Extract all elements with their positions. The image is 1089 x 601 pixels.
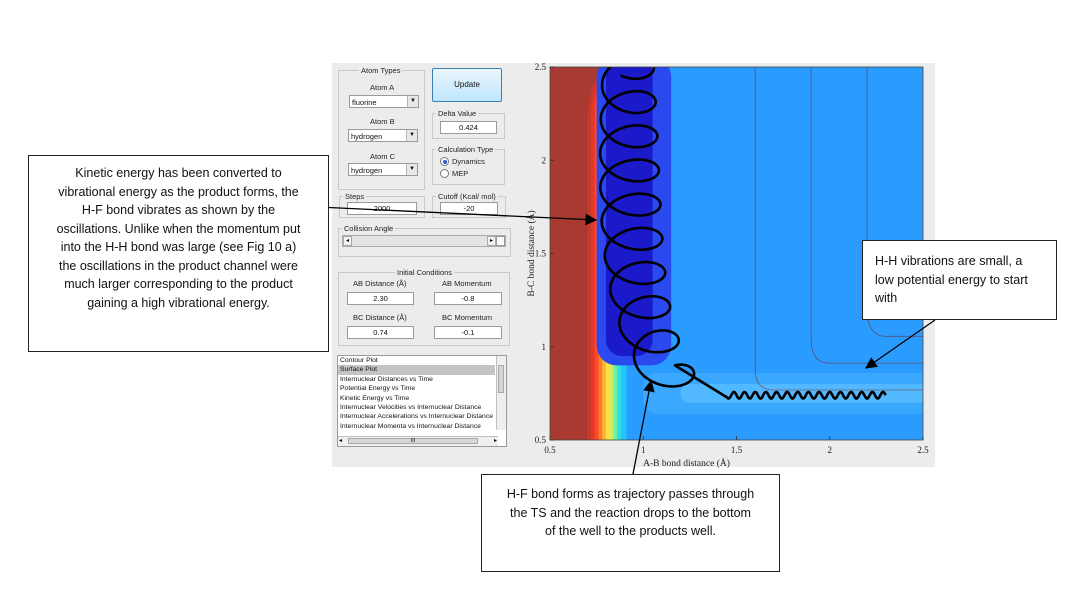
plot-type-item[interactable]: Surface Plot <box>338 365 495 375</box>
y-tick-label: 2.5 <box>535 62 547 72</box>
callout-bottom: H-F bond forms as trajectory passes thro… <box>481 474 780 572</box>
chevron-down-icon: ▼ <box>407 96 418 107</box>
plot-type-item[interactable]: Potential Energy vs Time <box>340 385 416 393</box>
y-tick-label: 1 <box>542 342 547 352</box>
slider-right-arrow-icon[interactable]: ▸ <box>487 236 496 246</box>
atom-b-label: Atom B <box>370 117 395 126</box>
callout-right: H-H vibrations are small, a low potentia… <box>862 240 1057 320</box>
collision-angle-slider[interactable]: ◂ ▸ <box>342 235 506 247</box>
plot-type-list[interactable]: Contour Plot Surface Plot Internuclear Dis… <box>337 355 507 447</box>
slider-left-arrow-icon[interactable]: ◂ <box>343 236 352 246</box>
atom-c-label: Atom C <box>370 152 396 161</box>
y-tick-label: 0.5 <box>535 435 547 445</box>
plot-type-item[interactable]: Internuclear Momenta vs Internuclear Dis… <box>340 422 481 430</box>
x-tick-label: 1 <box>641 445 646 455</box>
bc-distance-label: BC Distance (Å) <box>353 313 407 322</box>
chevron-down-icon: ▼ <box>406 164 417 175</box>
contour-line <box>754 67 923 391</box>
ab-distance-label: AB Distance (Å) <box>353 279 407 288</box>
mep-radio[interactable] <box>440 169 449 178</box>
list-scroll-thumb[interactable] <box>498 365 504 393</box>
scroll-left-arrow-icon[interactable]: ◂ <box>339 438 343 444</box>
atom-b-value: hydrogen <box>351 132 383 141</box>
cutoff-group: Cutoff (Kcal/ mol) -20 <box>432 192 506 218</box>
initial-conditions-group: Initial Conditions AB Distance (Å) 2.30 … <box>338 268 510 346</box>
atom-a-value: fluorine <box>352 98 377 107</box>
contour-line <box>810 67 923 364</box>
bc-momentum-label: BC Momentum <box>442 313 493 322</box>
callout-left-arrow <box>317 206 598 226</box>
atom-a-label: Atom A <box>370 83 395 92</box>
bc-momentum-input[interactable]: -0.1 <box>434 326 502 339</box>
plot-type-item[interactable]: Internuclear Distances vs Time <box>340 375 433 383</box>
list-vertical-scrollbar[interactable] <box>496 356 506 430</box>
update-button[interactable]: Update <box>432 68 502 102</box>
callout-left: Kinetic energy has been converted to vib… <box>28 155 329 352</box>
steps-input[interactable]: 2000 <box>347 202 417 215</box>
x-tick-label: 2.5 <box>917 445 929 455</box>
plot-type-item[interactable]: Internuclear Velocities vs Internuclear … <box>340 404 482 412</box>
dynamics-label: Dynamics <box>452 157 485 166</box>
trajectory-line <box>598 67 887 400</box>
y-tick-label: 1.5 <box>535 249 547 259</box>
x-tick-label: 1.5 <box>731 445 743 455</box>
cutoff-label: Cutoff (Kcal/ mol) <box>436 192 498 201</box>
mep-label: MEP <box>452 169 469 178</box>
initial-conditions-title: Initial Conditions <box>395 268 455 277</box>
scroll-right-arrow-icon[interactable]: ▸ <box>493 438 497 444</box>
atom-c-select[interactable]: hydrogen ▼ <box>348 163 418 176</box>
steps-label: Steps <box>343 192 367 201</box>
callout-bottom-arrow <box>632 379 655 475</box>
calculation-type-group: Calculation Type Dynamics MEP <box>432 145 505 185</box>
ab-momentum-input[interactable]: -0.8 <box>434 292 502 305</box>
atom-a-select[interactable]: fluorine ▼ <box>349 95 419 108</box>
x-tick-label: 0.5 <box>544 445 556 455</box>
collision-angle-label: Collision Angle <box>342 224 396 233</box>
slider-thumb[interactable] <box>496 236 505 246</box>
atom-b-select[interactable]: hydrogen ▼ <box>348 129 418 142</box>
atom-types-title: Atom Types <box>359 66 403 75</box>
ab-momentum-label: AB Momentum <box>442 279 492 288</box>
x-tick-label: 2 <box>828 445 833 455</box>
atom-types-group: Atom Types Atom A fluorine ▼ Atom B hydr… <box>338 66 425 190</box>
list-horizontal-scrollbar[interactable]: ◂ III ▸ <box>338 436 498 446</box>
plot-type-item[interactable]: Contour Plot <box>340 357 378 364</box>
steps-group: Steps 2000 <box>339 192 425 218</box>
energy-band <box>626 67 923 440</box>
delta-input[interactable]: 0.424 <box>440 121 497 134</box>
ab-distance-input[interactable]: 2.30 <box>347 292 414 305</box>
x-axis-label: A-B bond distance (Å) <box>643 457 730 469</box>
callout-right-arrow <box>865 319 936 369</box>
y-axis-label: B-C bond distance (Å) <box>525 210 537 296</box>
list-hscroll-thumb[interactable]: III <box>348 438 478 444</box>
plot-type-item[interactable]: Internuclear Accelerations vs Internucle… <box>340 413 494 421</box>
plot-type-item[interactable]: Kinetic Energy vs Time <box>340 394 410 402</box>
dynamics-radio[interactable] <box>440 157 449 166</box>
y-tick-label: 2 <box>542 155 547 165</box>
calculation-type-title: Calculation Type <box>436 145 496 154</box>
atom-c-value: hydrogen <box>351 166 383 175</box>
delta-label: Delta Value <box>436 109 479 118</box>
chevron-down-icon: ▼ <box>406 130 417 141</box>
delta-group: Delta Value 0.424 <box>432 109 505 139</box>
bc-distance-input[interactable]: 0.74 <box>347 326 414 339</box>
